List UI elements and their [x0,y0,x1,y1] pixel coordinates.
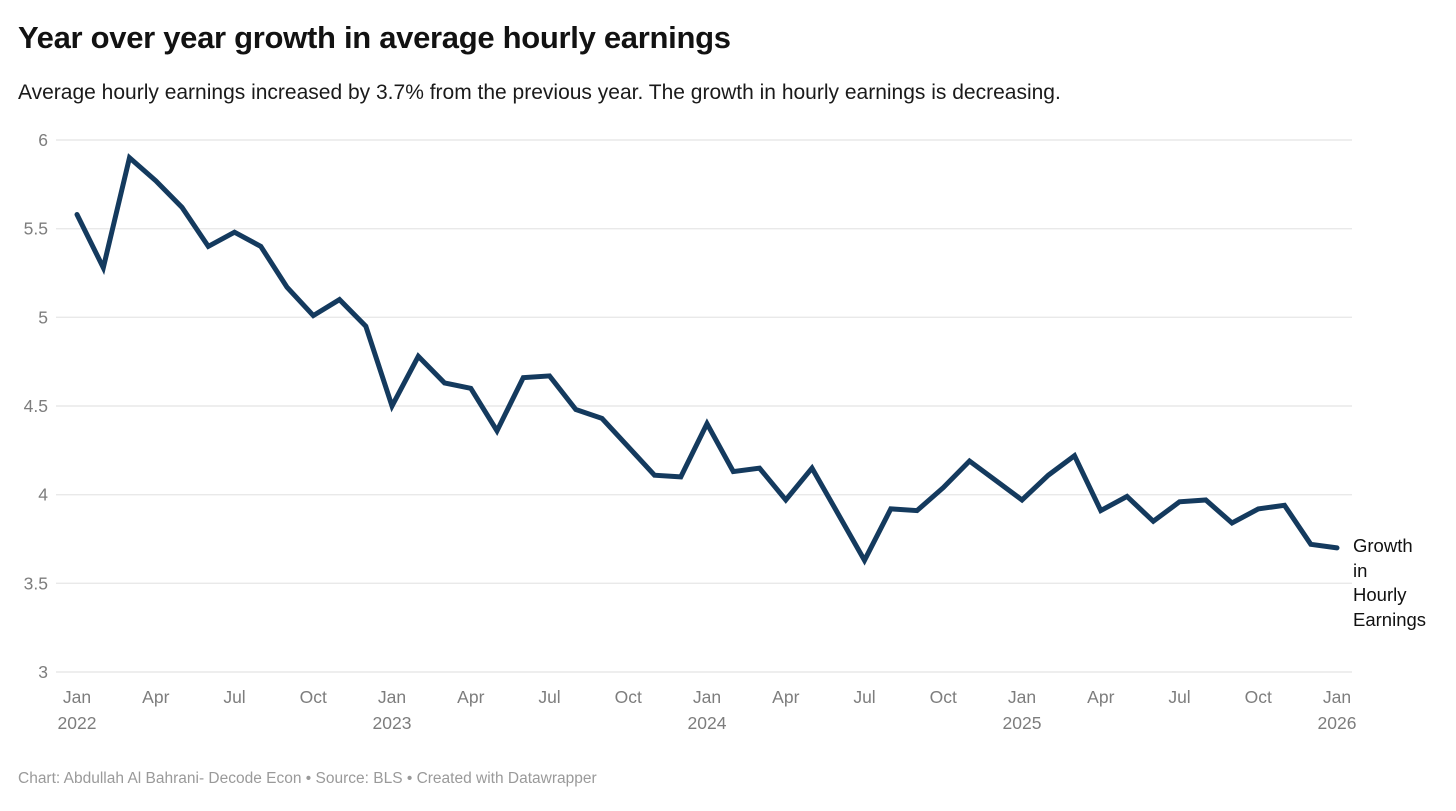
x-tick-year-label: 2024 [688,713,727,733]
x-tick-year-label: 2025 [1003,713,1042,733]
x-tick-label: Jul [538,687,560,707]
chart-description: Average hourly earnings increased by 3.7… [18,81,1061,104]
x-tick-label: Oct [1245,687,1272,707]
x-tick-label: Jan [378,687,406,707]
series-label: Growth in Hourly Earnings [1353,534,1426,632]
x-tick-label: Oct [300,687,327,707]
y-tick-label: 4 [38,485,48,505]
x-tick-label: Jan [1008,687,1036,707]
x-tick-label: Apr [457,687,484,707]
y-tick-label: 5 [38,307,48,327]
x-tick-label: Jan [693,687,721,707]
x-tick-label: Jul [223,687,245,707]
y-tick-label: 3 [38,662,48,682]
x-tick-label: Jan [1323,687,1351,707]
y-tick-label: 5.5 [24,219,48,239]
x-tick-year-label: 2022 [58,713,97,733]
x-tick-label: Jul [1168,687,1190,707]
x-tick-label: Apr [1087,687,1114,707]
y-tick-label: 3.5 [24,573,48,593]
chart-footer: Chart: Abdullah Al Bahrani- Decode Econ … [18,770,597,787]
chart-title: Year over year growth in average hourly … [18,20,731,55]
x-tick-year-label: 2026 [1318,713,1357,733]
x-tick-label: Jan [63,687,91,707]
series-label-line: Growth [1353,535,1413,556]
series-label-line: in [1353,559,1368,581]
x-tick-label: Oct [615,687,642,707]
y-tick-label: 6 [38,130,48,150]
series-label-line: Hourly [1353,584,1407,606]
series-label-line: Earnings [1353,608,1427,630]
y-tick-label: 4.5 [24,396,48,416]
series-line-growth-in-hourly-earnings [74,153,1340,566]
x-tick-year-label: 2023 [373,713,412,733]
x-tick-label: Oct [930,687,957,707]
x-tick-label: Apr [142,687,169,707]
x-tick-label: Apr [772,687,799,707]
x-tick-label: Jul [853,687,875,707]
